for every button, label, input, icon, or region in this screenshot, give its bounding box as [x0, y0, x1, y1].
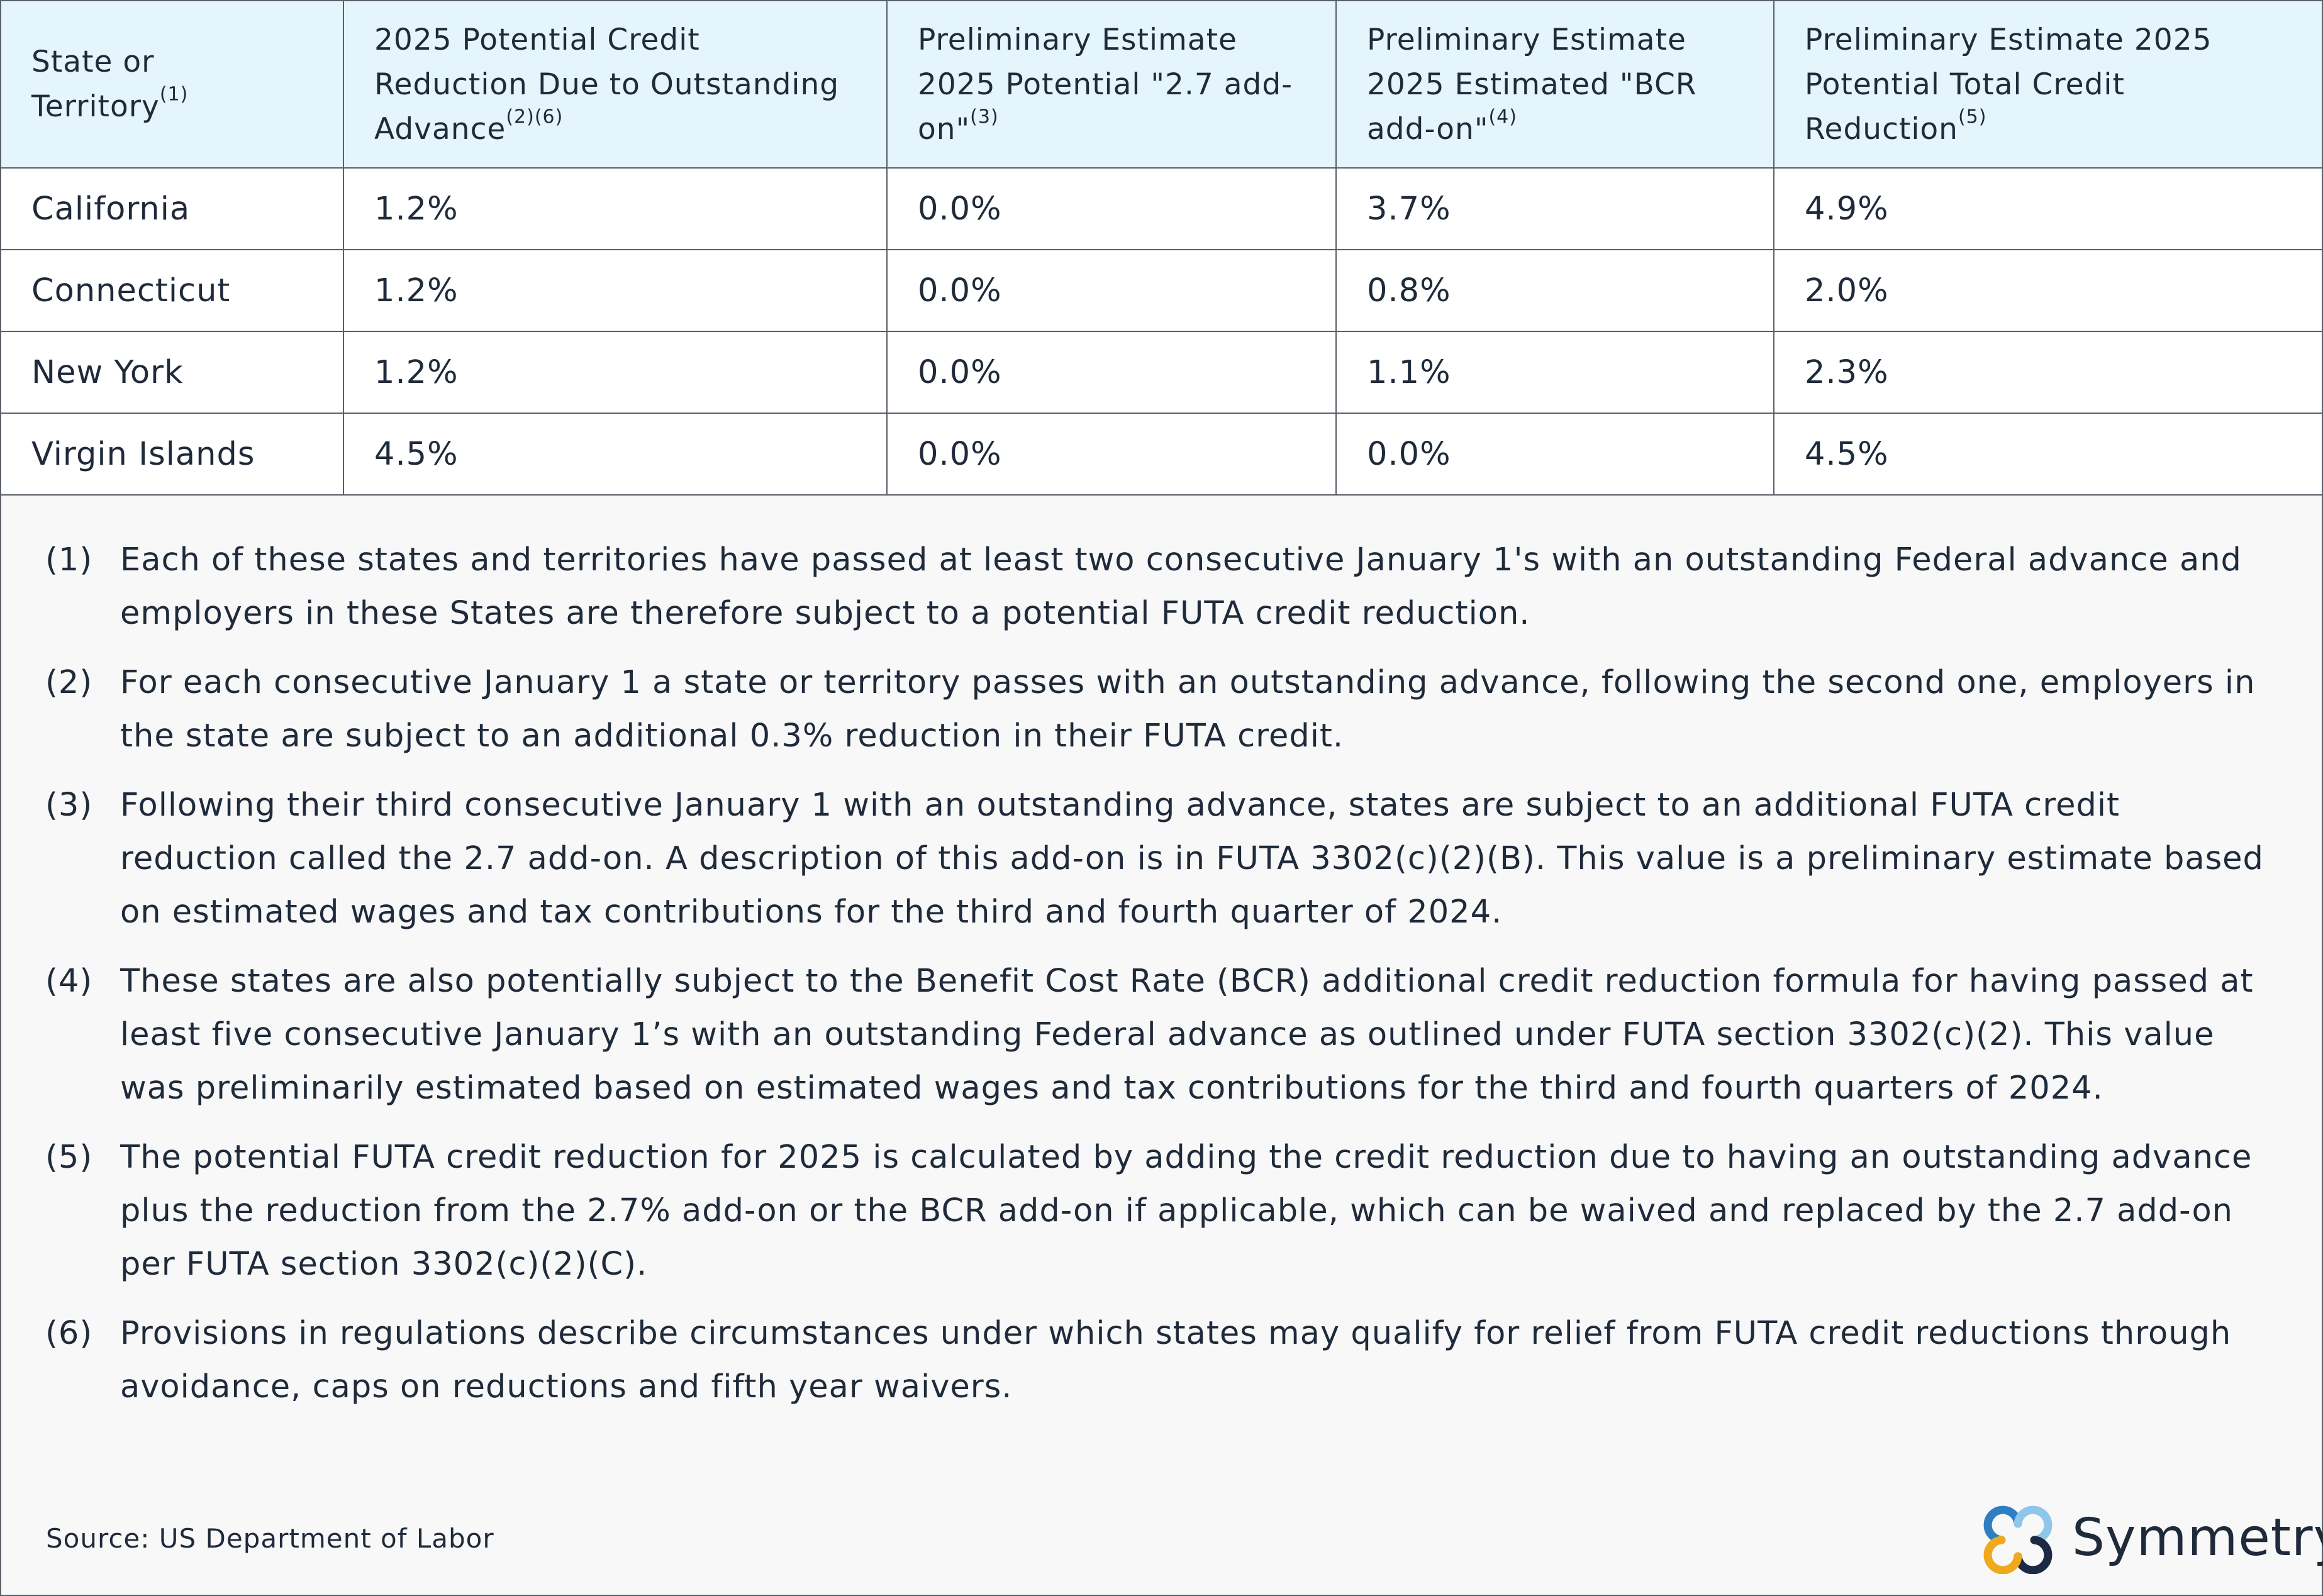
header-2-7-add-on: Preliminary Estimate 2025 Potential "2.7… [886, 1, 1337, 169]
cell-outstanding-advance: 4.5% [343, 413, 888, 496]
cell-2-7-add-on: 0.0% [886, 167, 1337, 250]
footnote-text: These states are also potentially subjec… [120, 963, 2254, 1107]
cell-outstanding-advance: 1.2% [343, 331, 888, 414]
table-row: Connecticut 1.2% 0.0% 0.8% 2.0% [1, 249, 2322, 332]
source-citation: Source: US Department of Labor [46, 1523, 494, 1554]
footnote-number: (3) [45, 787, 93, 824]
cell-total: 2.0% [1773, 249, 2322, 332]
footnote-text: Provisions in regulations describe circu… [120, 1315, 2232, 1405]
cell-state: California [1, 167, 344, 250]
cell-bcr-add-on: 0.0% [1335, 413, 1774, 496]
footnote-number: (6) [45, 1315, 93, 1352]
header-bcr-add-on: Preliminary Estimate 2025 Estimated "BCR… [1335, 1, 1774, 169]
footnote-text: For each consecutive January 1 a state o… [120, 664, 2256, 755]
footnote-text: Each of these states and territories hav… [120, 541, 2242, 632]
cell-2-7-add-on: 0.0% [886, 413, 1337, 496]
footnote-item: (3) Following their third consecutive Ja… [45, 779, 2272, 939]
cell-total: 4.5% [1773, 413, 2322, 496]
cell-state: Virgin Islands [1, 413, 344, 496]
footnote-text: Following their third consecutive Januar… [120, 787, 2264, 931]
footnote-item: (4) These states are also potentially su… [45, 955, 2272, 1115]
cell-outstanding-advance: 1.2% [343, 249, 888, 332]
table-header-row: State or Territory(1) 2025 Potential Cre… [1, 1, 2322, 169]
symmetry-logo-icon [1983, 1505, 2053, 1574]
cell-2-7-add-on: 0.0% [886, 249, 1337, 332]
footnote-number: (4) [45, 963, 93, 1000]
table-row: Virgin Islands 4.5% 0.0% 0.0% 4.5% [1, 413, 2322, 496]
cell-outstanding-advance: 1.2% [343, 167, 888, 250]
footnote-item: (6) Provisions in regulations describe c… [45, 1307, 2272, 1414]
footnote-item: (1) Each of these states and territories… [45, 533, 2272, 640]
footnote-item: (2) For each consecutive January 1 a sta… [45, 656, 2272, 763]
brand-name: Symmetry [2072, 1507, 2323, 1568]
footnote-number: (5) [45, 1139, 93, 1176]
credit-reduction-table: State or Territory(1) 2025 Potential Cre… [1, 1, 2322, 496]
footnote-text: The potential FUTA credit reduction for … [120, 1139, 2253, 1283]
header-total-credit-reduction: Preliminary Estimate 2025 Potential Tota… [1773, 1, 2322, 169]
cell-total: 4.9% [1773, 167, 2322, 250]
cell-bcr-add-on: 0.8% [1335, 249, 1774, 332]
cell-total: 2.3% [1773, 331, 2322, 414]
header-outstanding-advance: 2025 Potential Credit Reduction Due to O… [343, 1, 888, 169]
footnote-number: (2) [45, 664, 93, 701]
footnote-ref: (2)(6) [506, 106, 564, 128]
cell-2-7-add-on: 0.0% [886, 331, 1337, 414]
footnote-ref: (4) [1488, 106, 1517, 128]
footnote-ref: (1) [159, 83, 189, 106]
table-row: New York 1.2% 0.0% 1.1% 2.3% [1, 331, 2322, 414]
header-state: State or Territory(1) [1, 1, 344, 169]
cell-state: New York [1, 331, 344, 414]
footnote-item: (5) The potential FUTA credit reduction … [45, 1131, 2272, 1291]
footnote-number: (1) [45, 541, 93, 579]
cell-state: Connecticut [1, 249, 344, 332]
table-row: California 1.2% 0.0% 3.7% 4.9% [1, 167, 2322, 250]
cell-bcr-add-on: 1.1% [1335, 331, 1774, 414]
footnote-ref: (5) [1958, 106, 1987, 128]
cell-bcr-add-on: 3.7% [1335, 167, 1774, 250]
brand-logo: Symmetry [1983, 1497, 2323, 1578]
footnotes-list: (1) Each of these states and territories… [45, 533, 2272, 1429]
footnote-ref: (3) [970, 106, 999, 128]
